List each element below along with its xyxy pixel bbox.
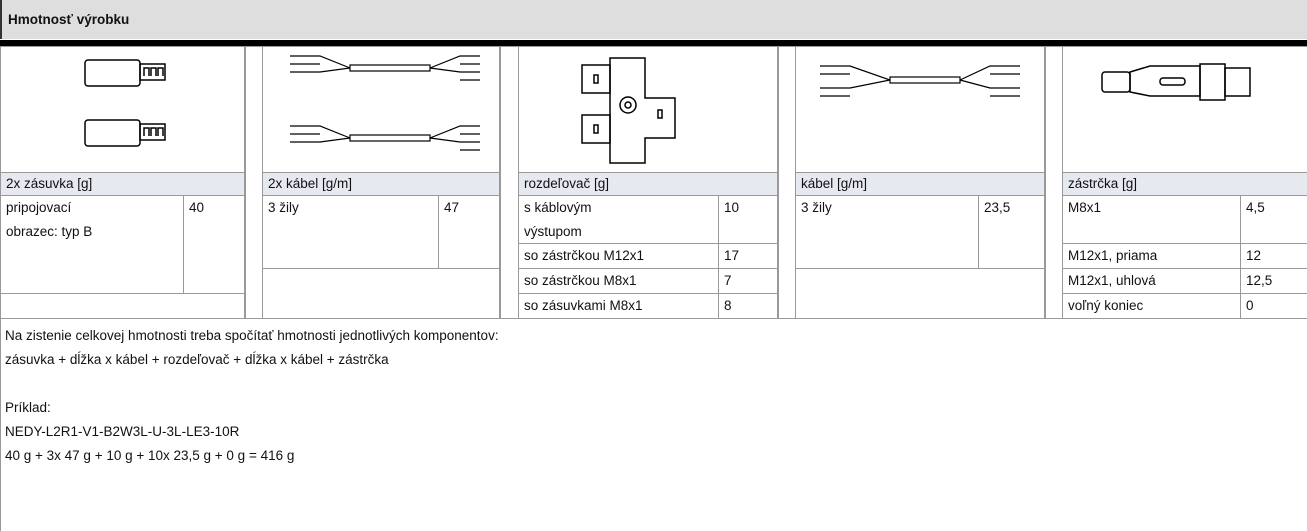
row-label: 3 žily <box>262 195 439 269</box>
image-cell <box>1062 46 1307 173</box>
gap-cell <box>1045 46 1063 319</box>
image-cell <box>0 46 245 173</box>
row-value: 7 <box>718 268 778 294</box>
row-value: 40 <box>183 195 245 294</box>
group-heading: zástrčka [g] <box>1062 172 1307 196</box>
row-label: so zástrčkou M8x1 <box>518 268 719 294</box>
gap-cell <box>778 46 796 319</box>
image-cell <box>795 46 1045 173</box>
row-value: 0 <box>1240 293 1307 319</box>
row-value: 4,5 <box>1240 195 1307 244</box>
row-label: voľný koniec <box>1062 293 1241 319</box>
row-value: 47 <box>438 195 500 269</box>
socket-icons <box>84 59 166 147</box>
note-line: Na zistenie celkovej hmotnosti treba spo… <box>5 328 499 343</box>
note-line: 40 g + 3x 47 g + 10 g + 10x 23,5 g + 0 g… <box>5 448 295 463</box>
note-line: NEDY-L2R1-V1-B2W3L-U-3L-LE3-10R <box>5 424 240 439</box>
row-label: pripojovací obrazec: typ B <box>0 195 184 294</box>
note-line: zásuvka + dĺžka x kábel + rozdeľovač + d… <box>5 352 389 367</box>
gap-cell <box>245 46 263 319</box>
note-line: Príklad: <box>5 400 51 415</box>
image-cell <box>262 46 500 173</box>
row-label: so zásuvkami M8x1 <box>518 293 719 319</box>
empty-cell <box>795 268 1045 319</box>
row-label: 3 žily <box>795 195 979 269</box>
cable-icon <box>820 65 1020 97</box>
row-label: M12x1, priama <box>1062 243 1241 269</box>
gap-cell <box>500 46 519 319</box>
group-heading: 2x zásuvka [g] <box>0 172 245 196</box>
row-label: M8x1 <box>1062 195 1241 244</box>
header-rule <box>0 40 1307 46</box>
row-value: 23,5 <box>978 195 1045 269</box>
row-label: M12x1, uhlová <box>1062 268 1241 294</box>
group-heading: kábel [g/m] <box>795 172 1045 196</box>
image-cell <box>518 46 778 173</box>
plug-icon <box>1101 63 1251 101</box>
row-value: 12,5 <box>1240 268 1307 294</box>
group-heading: rozdeľovač [g] <box>518 172 778 196</box>
header-bar <box>0 0 1307 39</box>
row-label: so zástrčkou M12x1 <box>518 243 719 269</box>
distributor-icon <box>581 57 676 164</box>
header-title: Hmotnosť výrobku <box>8 12 130 27</box>
row-value: 8 <box>718 293 778 319</box>
notes-box <box>0 318 1307 531</box>
cable-icons <box>290 55 480 151</box>
row-label: s káblovým výstupom <box>518 195 719 244</box>
row-value: 10 <box>718 195 778 244</box>
empty-cell <box>262 268 500 319</box>
empty-cell <box>0 293 245 319</box>
row-value: 17 <box>718 243 778 269</box>
group-heading: 2x kábel [g/m] <box>262 172 500 196</box>
row-value: 12 <box>1240 243 1307 269</box>
